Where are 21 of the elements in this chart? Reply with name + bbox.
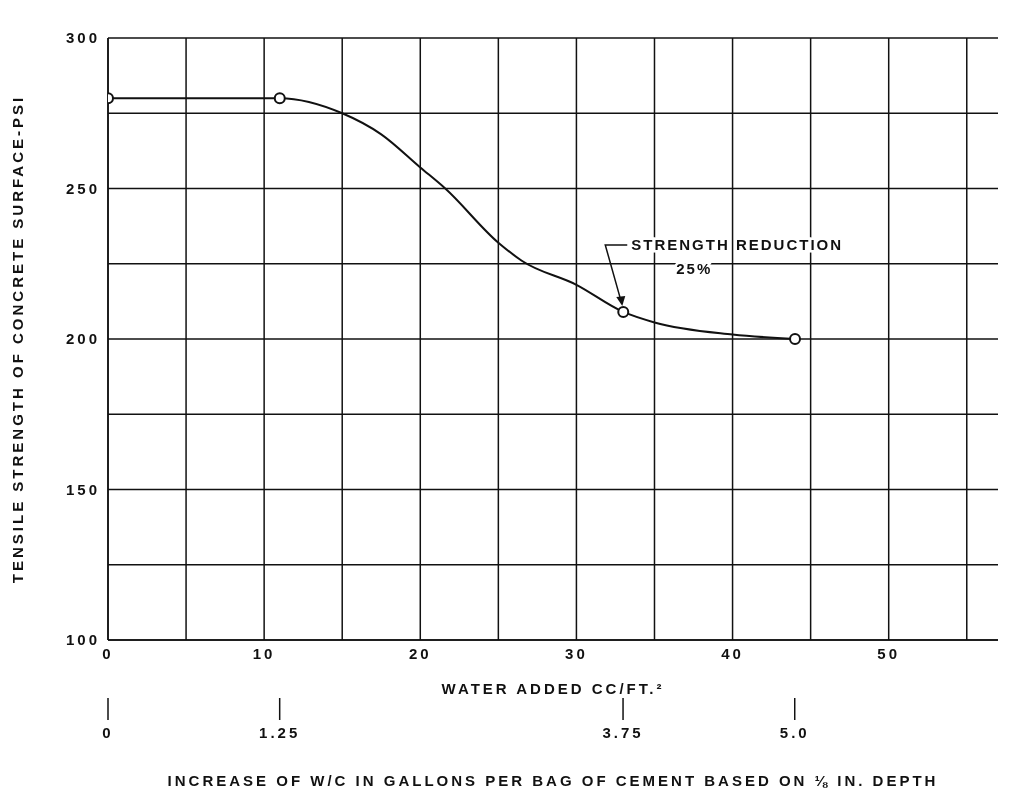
y-tick-label: 250: [65, 179, 100, 197]
x2-tick-label: 3.75: [602, 724, 644, 741]
point: [617, 305, 630, 318]
x2-tick-label: 5.0: [779, 724, 810, 741]
point: [789, 333, 802, 345]
x-tick-label: 20: [408, 644, 432, 662]
x-tick-label: 30: [565, 644, 588, 662]
y-tick-label: 100: [65, 631, 100, 649]
y-tick-label: 200: [65, 330, 100, 348]
y-tick-label: 150: [65, 480, 100, 498]
x-tick-label: 40: [721, 644, 744, 662]
x2-axis-title: INCREASE OF W/C IN GALLONS PER BAG OF CEMENT BASED ON ⅛ IN. DEPTH: [167, 772, 939, 789]
point: [273, 92, 286, 105]
x-tick-label: 50: [877, 644, 901, 662]
x2-tick-label: 0: [102, 724, 114, 741]
x2-tick-label: 1.25: [259, 724, 301, 741]
x-tick-label: 0: [102, 644, 114, 662]
y-tick-label: 300: [65, 29, 100, 47]
y-axis-title: TENSILE STRENGTH OF CONCRETE SURFACE-PSI: [9, 94, 27, 584]
x-tick-label: 10: [252, 644, 276, 662]
x-axis-title: WATER ADDED CC/FT.²: [441, 680, 665, 697]
